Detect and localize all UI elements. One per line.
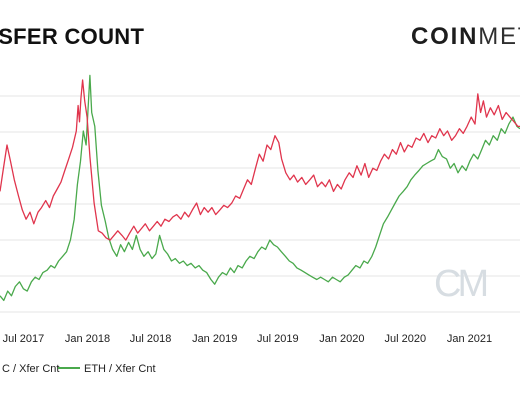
chart-title: NSFER COUNT	[0, 24, 145, 49]
watermark-logo: CM	[434, 263, 486, 305]
series-layer	[0, 74, 520, 302]
x-tick-label-7: Jan 2021	[447, 333, 492, 345]
x-tick-label-2: Jul 2018	[130, 333, 172, 345]
legend: C / Xfer Cnt ETH / Xfer Cnt	[2, 363, 156, 375]
x-tick-label-0: Jul 2017	[3, 333, 45, 345]
x-tick-label-5: Jan 2020	[319, 333, 364, 345]
btc-series-line	[0, 79, 520, 241]
brand-logo-light: METR	[478, 23, 520, 50]
eth-series-line	[0, 74, 520, 302]
x-tick-label-3: Jan 2019	[192, 333, 237, 345]
brand-logo-bold: COIN	[411, 23, 479, 50]
x-tick-label-6: Jul 2020	[385, 333, 427, 345]
x-tick-label-4: Jul 2019	[257, 333, 299, 345]
legend-label-eth: ETH / Xfer Cnt	[84, 363, 156, 375]
x-axis-ticks: Jul 2017 Jan 2018 Jul 2018 Jan 2019 Jul 2019…	[3, 333, 493, 345]
legend-label-btc: C / Xfer Cnt	[2, 363, 59, 375]
x-tick-label-1: Jan 2018	[65, 333, 110, 345]
brand-logo: COINMETR	[411, 23, 520, 51]
